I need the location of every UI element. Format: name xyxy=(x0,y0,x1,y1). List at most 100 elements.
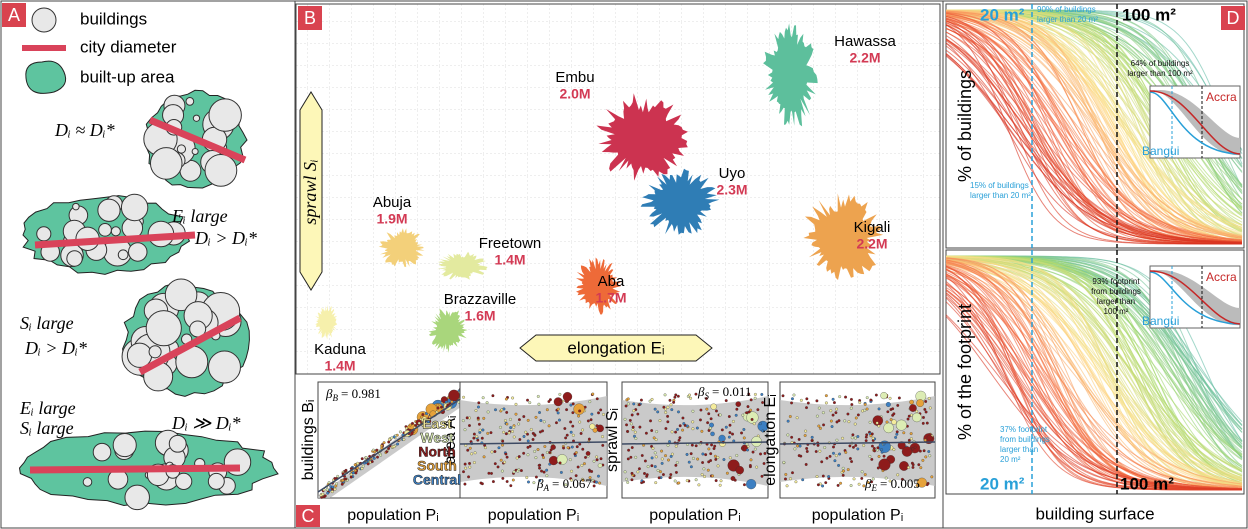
axis-label: elongation Eᵢ xyxy=(567,338,664,357)
scatter-dot xyxy=(444,400,448,404)
scatter-dot xyxy=(526,432,529,436)
scatter-dot xyxy=(851,433,855,437)
scatter-dot xyxy=(504,419,507,423)
scatter-dot xyxy=(536,394,540,398)
scatter-dot xyxy=(713,454,717,458)
annotation: from buildings xyxy=(1000,435,1050,444)
scatter-dot xyxy=(626,429,629,433)
scatter-dot xyxy=(534,415,538,419)
building xyxy=(92,442,112,462)
scatter-dot xyxy=(882,454,886,458)
scatter-dot xyxy=(571,424,575,428)
confidence-band xyxy=(460,396,607,486)
scatter-dot xyxy=(741,413,745,417)
scatter-dot xyxy=(517,418,521,422)
scatter-dot xyxy=(849,484,853,487)
scatter-dot xyxy=(498,425,502,429)
scatter-dot xyxy=(553,397,563,407)
beta-label: βS = 0.011 xyxy=(697,384,751,401)
case-text: Dᵢ > Dᵢ* xyxy=(194,228,257,248)
scatter-dot xyxy=(863,402,867,406)
scatter-dot xyxy=(591,392,595,396)
scatter-dot xyxy=(527,480,530,484)
scatter-dot xyxy=(912,412,922,423)
scatter-dot xyxy=(548,455,559,466)
scatter-dot xyxy=(885,420,889,424)
scatter-dot xyxy=(382,441,386,445)
inset-curve xyxy=(1149,270,1241,325)
scatter-dot xyxy=(810,435,814,439)
scatter-dot xyxy=(862,484,866,488)
scatter-dot xyxy=(562,446,566,450)
scatter-dot xyxy=(534,456,538,460)
scatter-dot xyxy=(815,399,819,403)
scatter-dot xyxy=(895,419,907,431)
scatter-dot xyxy=(691,456,695,460)
scatter-dot xyxy=(761,401,765,404)
scatter-dot xyxy=(353,463,357,467)
scatter-dot xyxy=(865,407,869,411)
scatter-dot xyxy=(505,480,509,483)
scatter-dot xyxy=(852,477,856,481)
scatter-dot xyxy=(790,397,794,401)
scatter-dot xyxy=(353,469,357,472)
scatter-dot xyxy=(537,463,541,467)
city-diameter xyxy=(148,116,247,164)
scatter-dot xyxy=(505,410,509,414)
scatter-dot xyxy=(478,428,482,432)
scatter-dot xyxy=(907,414,911,418)
scatter-dot xyxy=(710,431,715,437)
scatter-dot xyxy=(595,458,599,462)
scatter-dot xyxy=(581,447,585,451)
scatter-dot xyxy=(509,484,513,488)
scatter-dot xyxy=(854,436,857,440)
scatter-dot xyxy=(514,402,518,406)
scatter-dot xyxy=(351,471,355,475)
scatter-dot xyxy=(745,442,749,446)
scatter-dot xyxy=(789,477,792,481)
scatter-dot xyxy=(468,446,472,450)
scatter-dot xyxy=(556,411,560,415)
scatter-dot xyxy=(631,428,635,432)
scatter-dot xyxy=(877,407,881,411)
scatter-dot xyxy=(862,443,866,447)
scatter-dot xyxy=(556,454,568,465)
scatter-dot xyxy=(482,416,486,420)
scatter-dot xyxy=(911,465,915,469)
scatter-dot xyxy=(587,437,591,441)
distribution-curve xyxy=(945,54,1243,244)
scatter-dot xyxy=(562,391,573,402)
scatter-dot xyxy=(714,457,718,461)
scatter-dot xyxy=(480,436,484,440)
scatter-dot xyxy=(569,403,573,407)
scatter-dot xyxy=(650,397,654,401)
annotation: larger than 20 m² xyxy=(1037,15,1098,24)
scatter-dot xyxy=(669,454,673,458)
scatter-dot xyxy=(545,450,549,454)
scatter-dot xyxy=(321,492,325,496)
beta-symbol: β xyxy=(536,476,544,491)
scatter-dot xyxy=(843,419,847,423)
scatter-dot xyxy=(556,407,560,411)
scatter-dot xyxy=(691,420,695,424)
scatter-dot xyxy=(824,481,828,485)
scatter-dot xyxy=(886,410,890,414)
scatter-dot xyxy=(673,479,677,483)
scatter-dot xyxy=(436,403,440,407)
fit-line xyxy=(317,393,469,493)
scatter-dot xyxy=(637,403,641,407)
scatter-dot xyxy=(699,408,703,412)
scatter-dot xyxy=(740,431,743,435)
scatter-dot xyxy=(869,398,873,402)
annotation: larger than 20 m² xyxy=(970,191,1031,200)
distribution-curve xyxy=(945,17,1243,242)
scatter-dot xyxy=(850,460,854,464)
city-diameter xyxy=(29,464,241,474)
scatter-dot xyxy=(625,423,629,427)
scatter-dot xyxy=(505,455,509,459)
scatter-dot xyxy=(507,431,511,435)
scatter-dot xyxy=(463,428,467,432)
case-text: Sᵢ large xyxy=(20,313,74,333)
scatter-dot xyxy=(870,444,874,448)
scatter-dot xyxy=(538,466,542,470)
